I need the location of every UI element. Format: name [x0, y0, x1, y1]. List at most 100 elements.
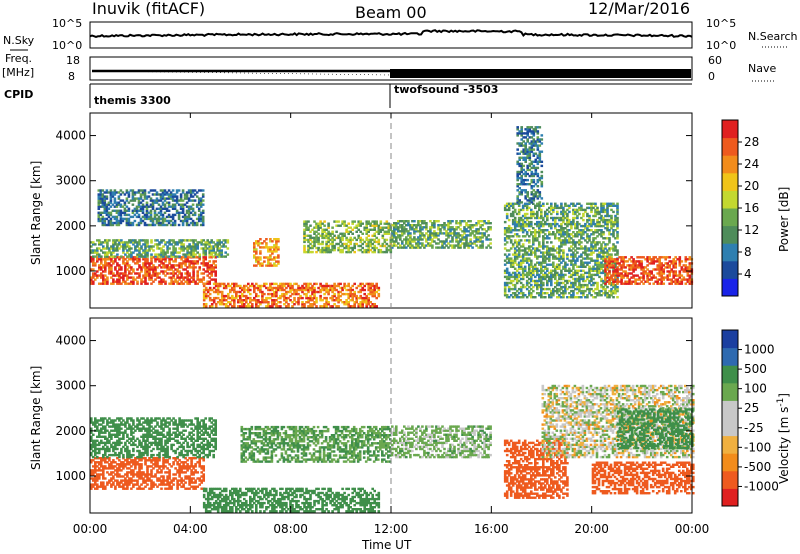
heatmap-cell	[558, 216, 561, 220]
heatmap-cell	[511, 220, 515, 224]
heatmap-cell	[141, 199, 145, 202]
heatmap-cell	[323, 305, 326, 308]
heatmap-cell	[363, 299, 366, 302]
heatmap-cell	[127, 207, 131, 210]
heatmap-cell	[214, 243, 217, 246]
heatmap-cell	[548, 271, 551, 275]
heatmap-cell	[303, 238, 306, 242]
heatmap-cell	[345, 224, 348, 227]
heatmap-cell	[116, 282, 119, 285]
heatmap-cell	[275, 244, 278, 247]
heatmap-cell	[197, 219, 201, 223]
heatmap-cell	[255, 286, 258, 290]
heatmap-cell	[154, 274, 157, 277]
heatmap-cell	[216, 286, 220, 290]
heatmap-cell	[399, 220, 402, 223]
heatmap-cell	[194, 266, 197, 269]
heatmap-cell	[140, 239, 143, 242]
heatmap-cell	[192, 262, 195, 265]
heatmap-cell	[389, 250, 393, 254]
heatmap-cell	[538, 208, 541, 212]
heatmap-cell	[521, 222, 525, 226]
heatmap-cell	[525, 202, 529, 205]
heatmap-cell	[159, 189, 163, 192]
heatmap-cell	[554, 224, 557, 228]
heatmap-cell	[534, 251, 537, 254]
heatmap-cell	[349, 238, 352, 242]
heatmap-cell	[186, 266, 189, 269]
heatmap-cell	[155, 219, 159, 223]
heatmap-cell	[321, 248, 324, 252]
heatmap-cell	[196, 278, 199, 281]
heatmap-cell	[313, 226, 316, 229]
heatmap-cell	[309, 224, 312, 227]
heatmap-cell	[325, 303, 328, 306]
heatmap-cell	[222, 286, 226, 290]
heatmap-cell	[556, 281, 559, 285]
heatmap-cell	[177, 213, 181, 217]
heatmap-cell	[153, 223, 157, 227]
heatmap-cell	[301, 305, 304, 308]
heatmap-cell	[317, 232, 320, 235]
heatmap-cell	[383, 240, 387, 244]
heatmap-cell	[465, 234, 468, 237]
heatmap-cell	[104, 280, 107, 283]
heatmap-cell	[437, 246, 440, 249]
heatmap-cell	[297, 296, 300, 300]
heatmap-cell	[199, 219, 203, 223]
heatmap-cell	[90, 256, 93, 259]
heatmap-cell	[149, 205, 153, 208]
heatmap-cell	[447, 232, 450, 235]
heatmap-cell	[189, 193, 193, 196]
heatmap-cell	[329, 248, 332, 252]
heatmap-cell	[483, 228, 486, 231]
heatmap-cell	[507, 202, 511, 205]
heatmap-cell	[305, 228, 308, 231]
heatmap-cell	[526, 178, 529, 182]
heatmap-cell	[540, 285, 543, 289]
heatmap-cell	[275, 250, 278, 253]
heatmap-cell	[224, 241, 227, 244]
heatmap-cell	[212, 255, 215, 258]
heatmap-cell	[154, 272, 157, 275]
heatmap-cell	[214, 251, 217, 254]
nsky-label: N.Sky	[3, 34, 35, 47]
heatmap-cell	[407, 244, 410, 247]
heatmap-cell	[536, 279, 539, 283]
heatmap-cell	[116, 253, 119, 256]
heatmap-cell	[172, 272, 175, 275]
heatmap-cell	[313, 220, 316, 223]
heatmap-cell	[373, 232, 376, 235]
heatmap-cell	[522, 168, 525, 172]
heatmap-cell	[233, 299, 236, 302]
heatmap-cell	[369, 288, 372, 292]
heatmap-cell	[185, 191, 189, 194]
heatmap-cell	[184, 276, 187, 279]
heatmap-cell	[349, 286, 352, 290]
heatmap-cell	[337, 292, 340, 296]
heatmap-cell	[193, 223, 197, 227]
heatmap-cell	[515, 279, 519, 283]
heatmap-cell	[530, 210, 533, 214]
heatmap-cell	[186, 251, 189, 254]
heatmap-cell	[100, 243, 103, 246]
heatmap-cell	[515, 229, 519, 232]
heatmap-cell	[536, 222, 539, 226]
heatmap-cell	[546, 269, 549, 272]
heatmap-cell	[155, 199, 159, 202]
heatmap-cell	[90, 280, 93, 283]
heatmap-cell	[507, 253, 511, 256]
heatmap-cell	[311, 286, 314, 290]
heatmap-cell	[176, 243, 179, 246]
heatmap-cell	[277, 240, 280, 243]
heatmap-cell	[106, 262, 109, 265]
heatmap-cell	[295, 301, 298, 304]
heatmap-cell	[98, 258, 101, 261]
heatmap-cell	[99, 201, 103, 204]
heatmap-cell	[321, 230, 324, 233]
heatmap-cell	[419, 246, 422, 249]
heatmap-cell	[273, 238, 276, 241]
heatmap-cell	[513, 271, 517, 275]
heatmap-cell	[532, 285, 535, 289]
heatmap-cell	[140, 282, 143, 285]
